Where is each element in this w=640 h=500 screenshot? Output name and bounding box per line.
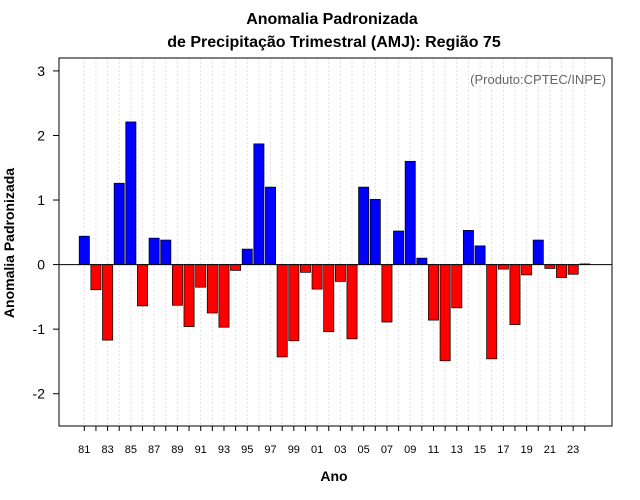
x-tick-label: 87: [148, 444, 160, 456]
bar-1986: [137, 264, 148, 307]
bar-2020: [532, 239, 544, 265]
bar-1988: [160, 239, 172, 265]
bar-2006: [369, 199, 381, 265]
bar-2008: [393, 230, 405, 265]
bar-2022: [556, 264, 567, 278]
bar-1982: [90, 264, 102, 291]
y-tick-label: 3: [37, 63, 45, 79]
bar-1990: [183, 264, 195, 327]
bar-1999: [288, 264, 300, 342]
bar-2010: [416, 257, 428, 265]
bar-2007: [381, 264, 393, 323]
bar-2005: [358, 186, 370, 265]
bar-1997: [265, 186, 276, 265]
y-tick-label: 1: [37, 192, 45, 208]
x-tick-label: 93: [218, 444, 230, 456]
plot-frame: [58, 57, 613, 427]
x-tick-label: 05: [358, 444, 370, 456]
bar-2000: [300, 264, 311, 273]
bar-2021: [544, 264, 556, 269]
x-tick-label: 99: [288, 444, 300, 456]
x-tick-label: 83: [101, 444, 113, 456]
x-tick-label: 01: [311, 444, 323, 456]
bar-2013: [451, 264, 463, 309]
x-tick-label: 13: [451, 444, 463, 456]
bar-1992: [206, 264, 218, 314]
y-tick-label: 2: [37, 127, 45, 143]
bar-1981: [78, 235, 90, 265]
x-tick-label: 95: [241, 444, 253, 456]
x-tick-label: 15: [474, 444, 486, 456]
x-tick-label: 03: [334, 444, 346, 456]
y-tick-label: 0: [37, 257, 45, 273]
bar-2011: [428, 264, 439, 321]
y-tick-label: -2: [33, 386, 46, 402]
x-tick-label: 17: [497, 444, 509, 456]
bar-1983: [102, 264, 114, 341]
y-tick-label: -1: [33, 321, 46, 337]
x-tick-label: 91: [195, 444, 207, 456]
bar-2016: [486, 264, 498, 360]
x-axis-title: Ano: [320, 468, 347, 484]
bar-2023: [567, 264, 579, 275]
bar-1995: [241, 248, 253, 265]
bar-1996: [253, 143, 265, 265]
bar-2019: [521, 264, 533, 276]
bar-2001: [311, 264, 323, 290]
bar-2009: [404, 160, 416, 265]
bar-1985: [125, 121, 137, 265]
x-tick-label: 19: [520, 444, 532, 456]
bar-1987: [148, 237, 160, 265]
chart-title: Anomalia Padronizada: [246, 11, 418, 28]
bar-2002: [323, 264, 335, 333]
x-tick-label: 85: [125, 444, 137, 456]
bar-1989: [171, 264, 183, 306]
bars: [78, 121, 591, 362]
x-tick-label: 81: [78, 444, 90, 456]
bar-2004: [346, 264, 358, 340]
bar-2012: [439, 264, 451, 362]
bar-1991: [195, 264, 207, 288]
x-axis: 81 83 85 87 89 91 93 95 97 99 01 03 05 07 09 11 13 15 17 19…: [78, 426, 586, 456]
bar-2014: [462, 230, 474, 265]
bar-1984: [113, 182, 125, 265]
y-axis-title: Anomalia Padronizada: [1, 168, 17, 318]
bar-2017: [497, 264, 509, 270]
bar-1998: [276, 264, 288, 358]
chart-subtitle: de Precipitação Trimestral (AMJ): Região…: [167, 34, 501, 51]
bar-1994: [230, 264, 242, 271]
x-tick-label: 23: [567, 444, 579, 456]
y-axis: -2 -1 0 1 2 3: [33, 63, 59, 402]
x-tick-label: 07: [381, 444, 393, 456]
bar-1993: [218, 264, 230, 328]
x-tick-label: 11: [428, 444, 439, 456]
x-tick-label: 09: [404, 444, 416, 456]
bar-2018: [509, 264, 521, 325]
x-tick-label: 89: [171, 444, 183, 456]
credit-label: (Produto:CPTEC/INPE): [470, 72, 606, 87]
bar-2015: [474, 245, 486, 265]
x-tick-label: 21: [544, 444, 556, 456]
x-tick-label: 97: [264, 444, 276, 456]
bar-2003: [334, 264, 346, 282]
